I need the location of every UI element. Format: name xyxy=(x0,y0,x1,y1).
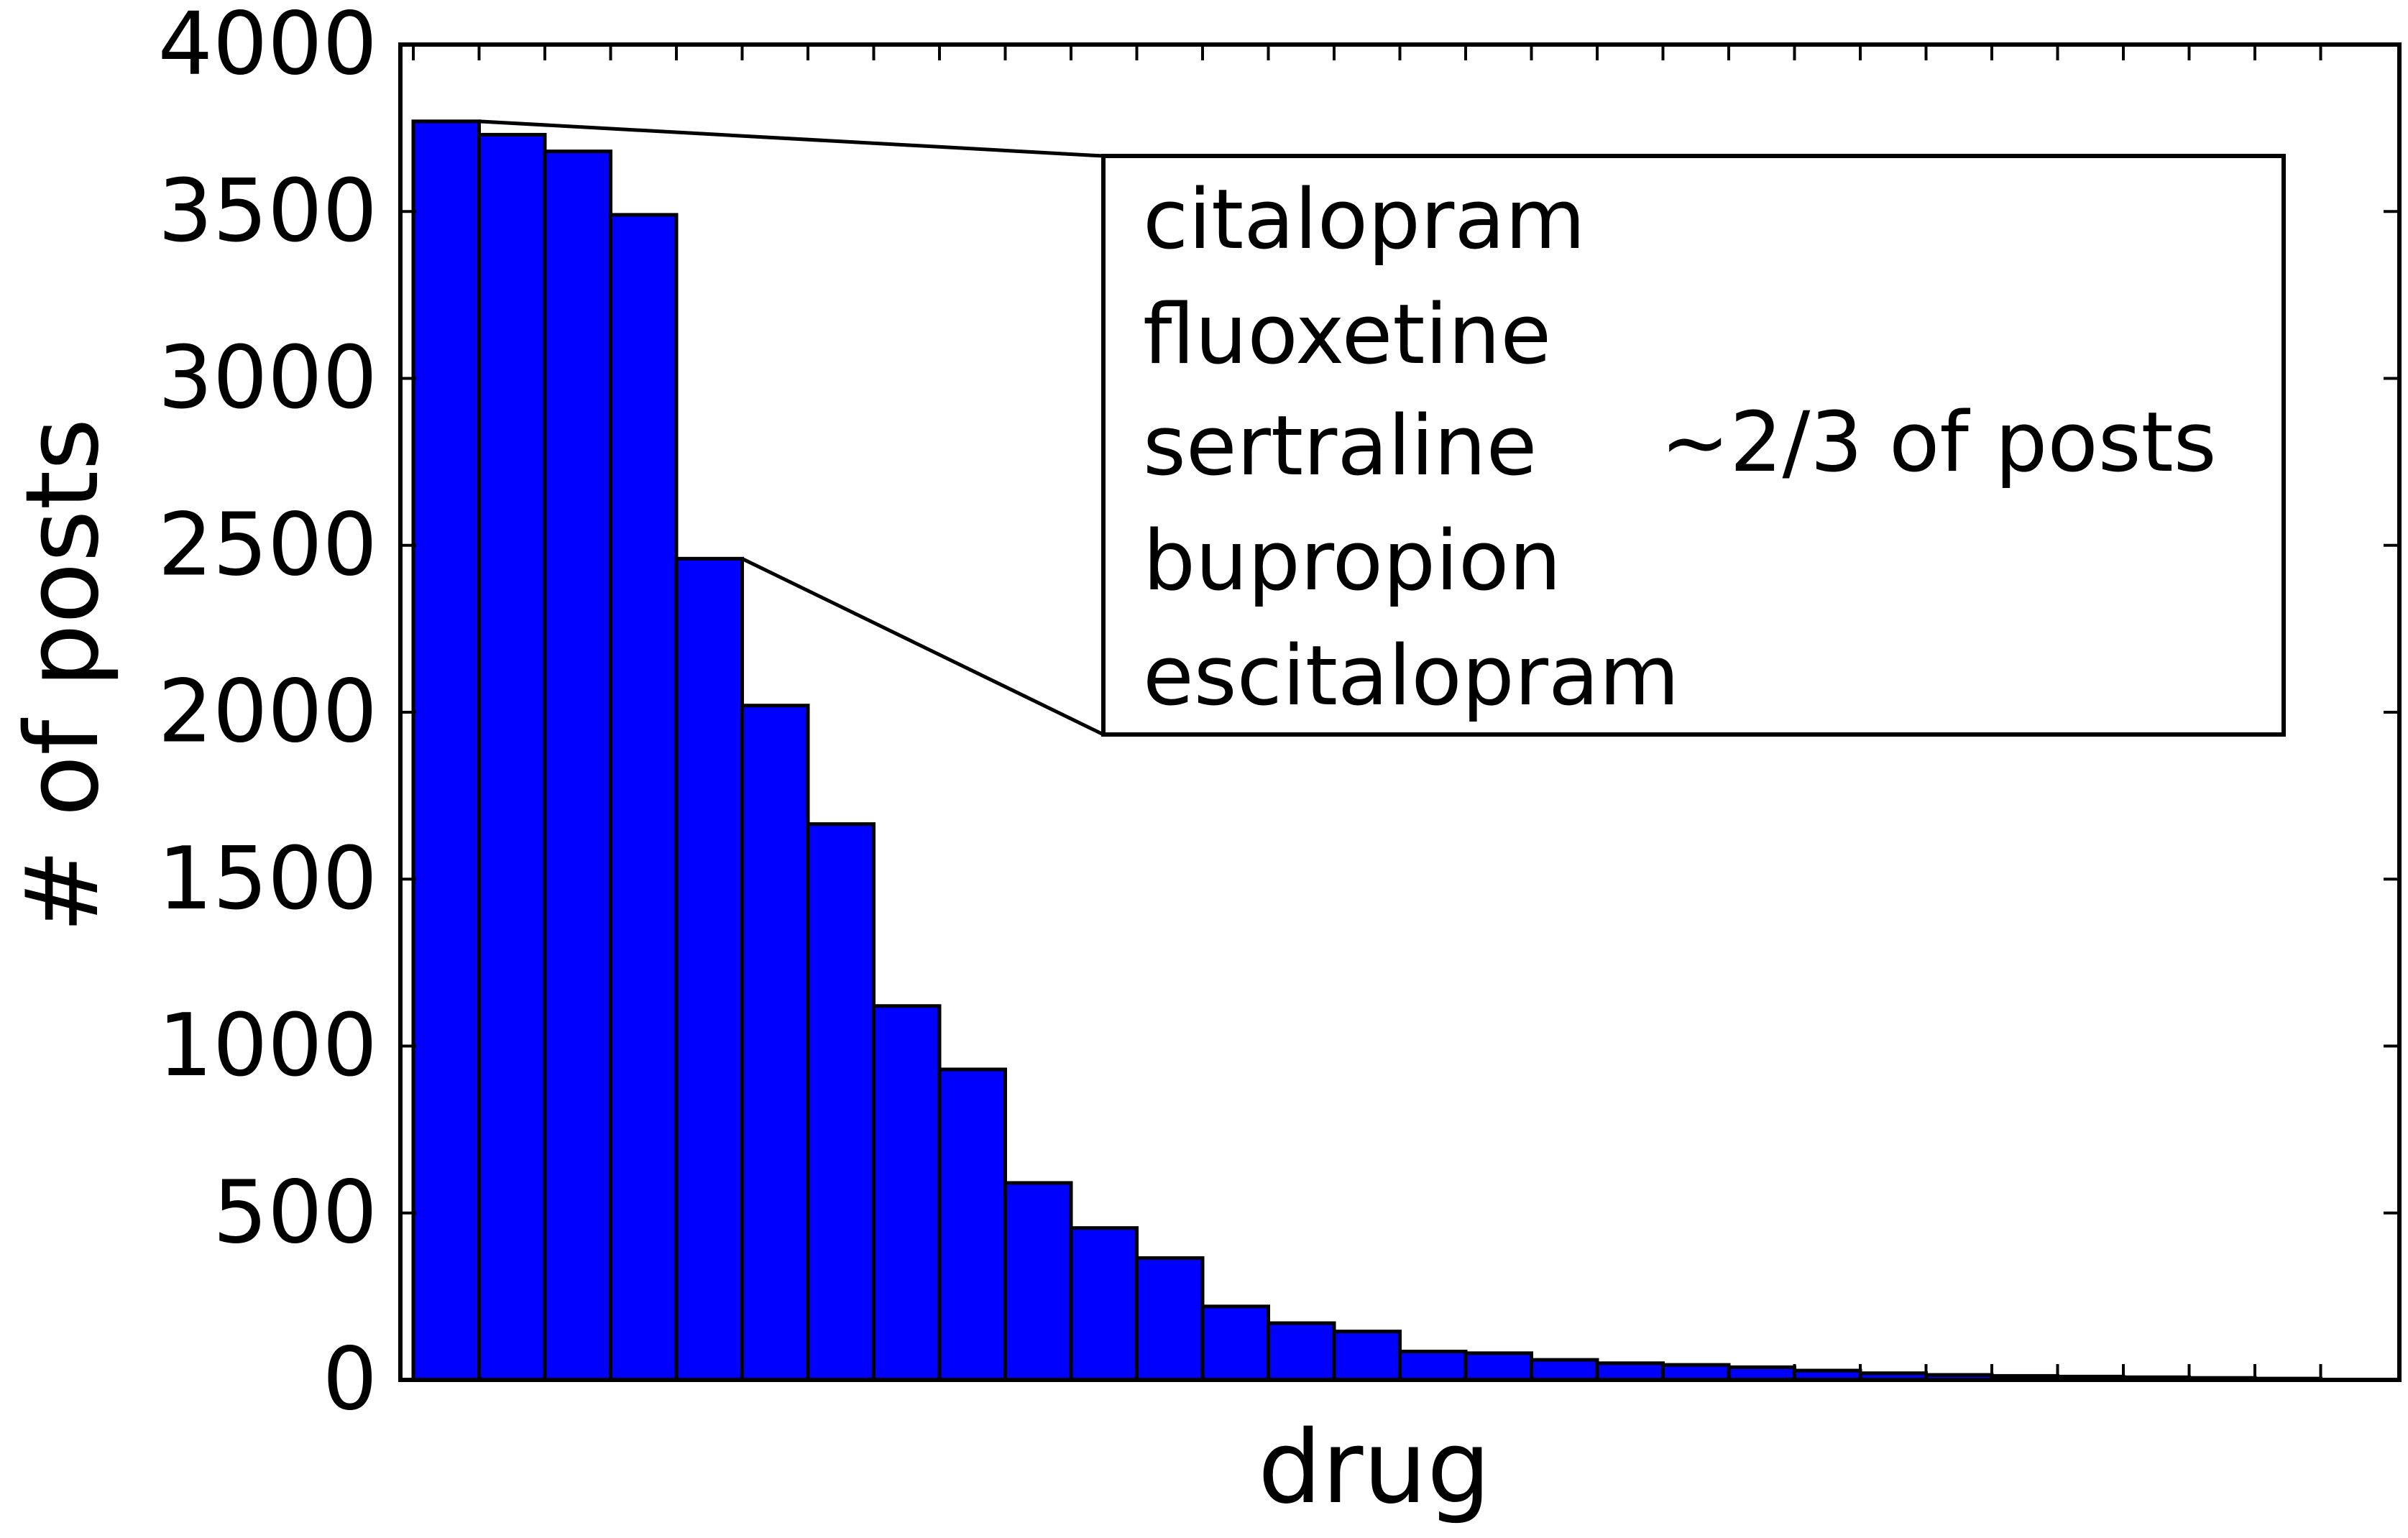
bars-group xyxy=(411,119,2322,1382)
bar-7 xyxy=(806,822,876,1382)
y-tick-labels: 0 500 1000 1500 2000 2500 3000 3500 4000 xyxy=(158,0,377,1430)
callout-box xyxy=(1101,154,2286,737)
bar-13 xyxy=(1200,1304,1270,1382)
x-axis-label: drug xyxy=(1258,1409,1491,1527)
bar-12 xyxy=(1135,1256,1205,1382)
callout-drug-3: sertraline xyxy=(1143,398,1537,494)
y-axis-label: # of posts xyxy=(4,418,121,934)
bar-8 xyxy=(872,1004,942,1382)
callout-note: ~2/3 of posts xyxy=(1660,395,2217,491)
bar-15 xyxy=(1332,1330,1402,1382)
callout-drug-1: citalopram xyxy=(1143,172,1586,268)
y-tick-label-4000: 4000 xyxy=(158,0,377,95)
callout-drug-5: escitalopram xyxy=(1143,628,1680,724)
y-tick-label-1500: 1500 xyxy=(158,829,377,929)
bar-17 xyxy=(1463,1351,1533,1382)
bar-3 xyxy=(543,149,612,1382)
plot-frame xyxy=(398,42,2402,1382)
callout-bottom-connector xyxy=(741,557,1105,737)
callout-drug-2: fluoxetine xyxy=(1143,287,1551,383)
bar-11 xyxy=(1069,1226,1139,1382)
bar-14 xyxy=(1267,1321,1336,1382)
bar-1 xyxy=(411,119,481,1382)
callout-top-connector xyxy=(479,119,1104,158)
y-tick-label-0: 0 xyxy=(323,1330,377,1430)
callout-annotation: citalopram fluoxetine sertraline bupropi… xyxy=(479,119,2286,737)
bar-2 xyxy=(477,132,547,1382)
bar-16 xyxy=(1398,1350,1468,1382)
bar-20 xyxy=(1661,1363,1731,1382)
y-tick-label-3000: 3000 xyxy=(158,328,377,428)
y-tick-label-2500: 2500 xyxy=(158,495,377,595)
y-tick-label-2000: 2000 xyxy=(158,663,377,763)
bar-9 xyxy=(937,1067,1007,1382)
bar-4 xyxy=(609,213,679,1382)
y-tick-label-1000: 1000 xyxy=(158,996,377,1096)
callout-drug-4: bupropion xyxy=(1143,513,1561,609)
bar-19 xyxy=(1595,1361,1665,1382)
bar-5 xyxy=(674,556,744,1382)
y-tick-label-3500: 3500 xyxy=(158,162,377,262)
bar-6 xyxy=(740,704,810,1382)
bar-10 xyxy=(1003,1181,1073,1382)
y-tick-label-500: 500 xyxy=(213,1163,377,1263)
bar-18 xyxy=(1530,1358,1599,1382)
